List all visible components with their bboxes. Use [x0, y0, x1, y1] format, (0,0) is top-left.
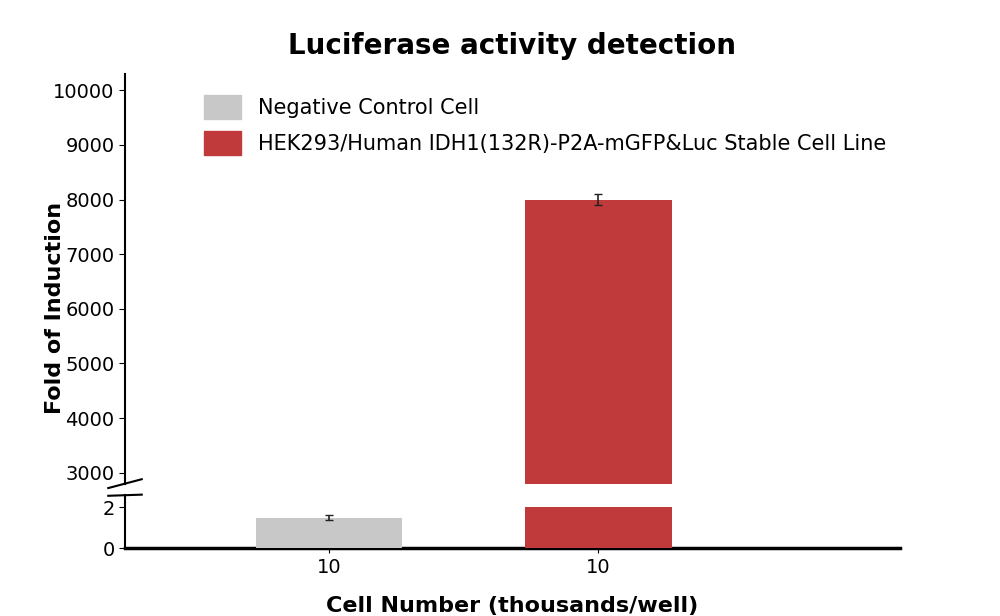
X-axis label: Cell Number (thousands/well): Cell Number (thousands/well) — [326, 596, 699, 616]
Bar — [256, 517, 402, 548]
Bar — [525, 508, 672, 548]
Text: Fold of Induction: Fold of Induction — [45, 202, 65, 414]
Legend: Negative Control Cell, HEK293/Human IDH1(132R)-P2A-mGFP&Luc Stable Cell Line: Negative Control Cell, HEK293/Human IDH1… — [197, 89, 892, 161]
Title: Luciferase activity detection: Luciferase activity detection — [288, 33, 736, 60]
Bar — [525, 200, 672, 616]
